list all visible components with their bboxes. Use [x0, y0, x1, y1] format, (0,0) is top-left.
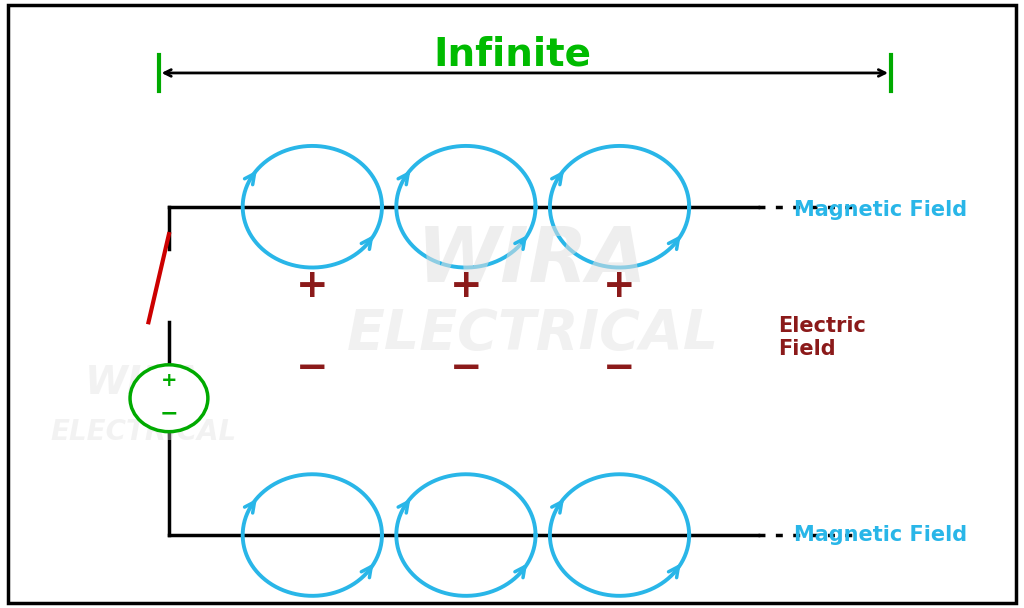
Text: ELECTRICAL: ELECTRICAL — [346, 308, 719, 361]
Ellipse shape — [130, 365, 208, 432]
Text: Infinite: Infinite — [433, 36, 591, 74]
Text: −: − — [296, 349, 329, 387]
Text: ELECTRICAL: ELECTRICAL — [50, 418, 237, 446]
Text: −: − — [160, 404, 178, 423]
Text: −: − — [603, 349, 636, 387]
Text: WIRA: WIRA — [85, 364, 202, 402]
Text: WIRA: WIRA — [417, 224, 648, 299]
Text: +: + — [296, 267, 329, 305]
FancyBboxPatch shape — [8, 5, 1016, 603]
Text: Electric
Field: Electric Field — [778, 316, 866, 359]
Text: +: + — [450, 267, 482, 305]
Text: +: + — [603, 267, 636, 305]
Text: +: + — [161, 370, 177, 390]
Text: Magnetic Field: Magnetic Field — [794, 200, 967, 219]
Text: Magnetic Field: Magnetic Field — [794, 525, 967, 545]
Text: −: − — [450, 349, 482, 387]
